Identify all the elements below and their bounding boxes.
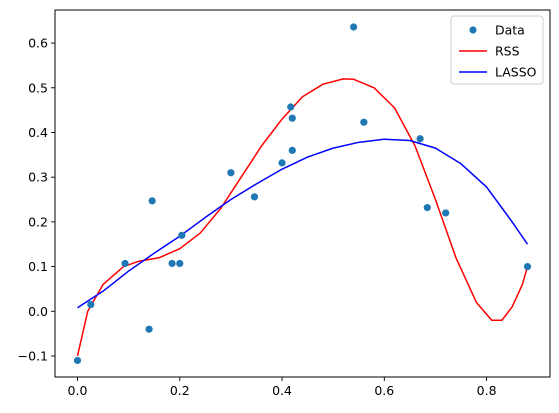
- x-tick-label: 0.2: [170, 383, 190, 398]
- x-axis: 0.0 0.2 0.4 0.6 0.8: [68, 377, 497, 398]
- plot-frame: [54, 9, 551, 378]
- data-point: [87, 300, 95, 309]
- legend-marker-data: [469, 26, 477, 34]
- x-tick-label: 0.4: [272, 383, 292, 398]
- y-axis: −0.1 0.0 0.1 0.2 0.3 0.4 0.5 0.6: [18, 36, 55, 363]
- data-point: [278, 159, 286, 167]
- y-tick-label: 0.5: [28, 80, 48, 95]
- data-point: [168, 259, 176, 268]
- data-point: [73, 356, 82, 365]
- series-line-rss: [76, 78, 529, 357]
- data-point: [227, 169, 235, 177]
- data-point: [350, 23, 358, 31]
- y-tick-label: 0.4: [28, 125, 48, 140]
- data-point: [288, 114, 296, 122]
- data-point: [523, 262, 532, 271]
- y-tick-label: 0.6: [28, 36, 48, 51]
- data-point: [360, 118, 368, 126]
- data-point: [442, 209, 450, 217]
- x-tick-label: 0.6: [374, 383, 394, 398]
- data-point: [423, 203, 431, 212]
- y-tick-label: −0.1: [18, 348, 48, 363]
- plot-area: [73, 23, 532, 365]
- data-point: [178, 231, 186, 239]
- x-tick-label: 0.8: [477, 383, 497, 398]
- legend-label-data: Data: [495, 23, 525, 38]
- legend-label-rss: RSS: [495, 44, 520, 59]
- y-tick-label: 0.3: [28, 170, 48, 185]
- data-point: [121, 259, 129, 268]
- data-point: [416, 135, 424, 143]
- y-tick-label: 0.0: [28, 304, 48, 319]
- x-tick-label: 0.0: [68, 383, 88, 398]
- data-point: [145, 325, 153, 333]
- data-point: [148, 197, 156, 205]
- y-tick-label: 0.1: [28, 259, 48, 274]
- legend: Data RSS LASSO: [450, 15, 544, 85]
- legend-label-lasso: LASSO: [495, 65, 537, 80]
- data-point: [287, 103, 295, 111]
- data-point: [176, 259, 184, 268]
- data-point: [250, 193, 259, 201]
- data-point: [288, 146, 296, 154]
- series-line-lasso: [77, 138, 529, 309]
- y-tick-label: 0.2: [28, 214, 48, 229]
